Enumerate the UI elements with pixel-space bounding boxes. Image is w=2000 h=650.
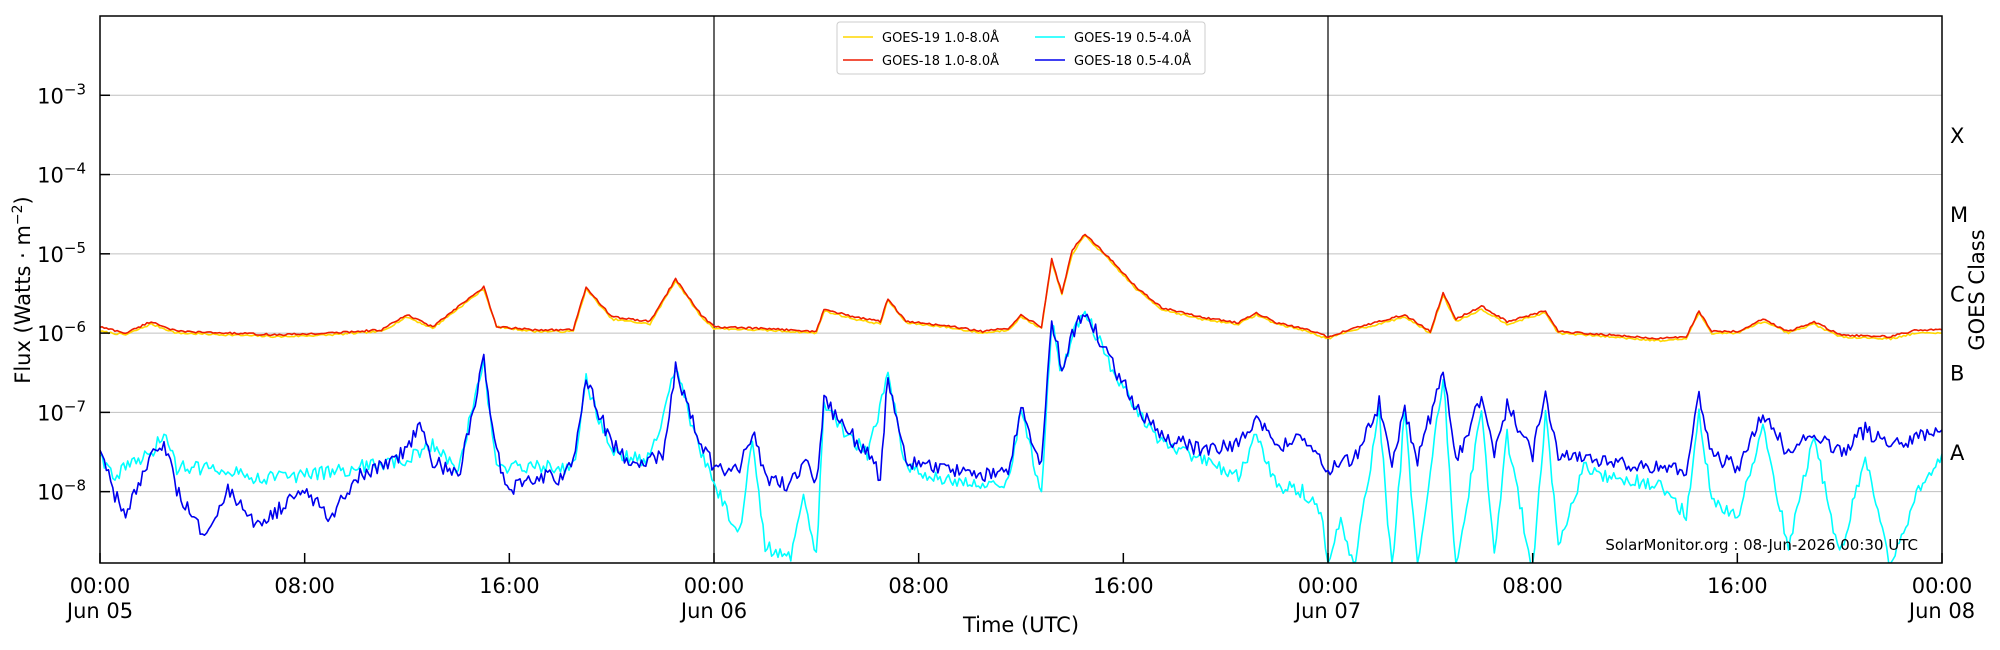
y-axis-ticks: 10−8 10−7 10−6 10−5 10−4 10−3 xyxy=(37,80,110,505)
x-tick-label: 00:00 xyxy=(1912,574,1973,598)
series-line xyxy=(100,310,1942,563)
y-axis-label-superscript: −2 xyxy=(10,204,26,225)
y-axis-label: Flux (Watts · m−2) xyxy=(10,196,35,384)
goes-class-label: C xyxy=(1950,282,1965,306)
y-tick-label: 10−5 xyxy=(37,239,86,267)
series-line xyxy=(100,233,1942,340)
legend-label: GOES-18 0.5-4.0Å xyxy=(1074,53,1191,69)
y-tick-label: 10−6 xyxy=(37,318,86,346)
legend-entry-goes18-short: GOES-18 0.5-4.0Å xyxy=(1035,53,1191,69)
data-series xyxy=(100,233,1942,563)
x-tick-date-label: Jun 06 xyxy=(679,599,747,623)
legend-label: GOES-18 1.0-8.0Å xyxy=(882,53,999,69)
y-tick-label: 10−8 xyxy=(37,477,86,505)
legend-entry-goes19-long: GOES-19 1.0-8.0Å xyxy=(843,30,999,46)
y-tick-label: 10−3 xyxy=(37,80,86,108)
legend-label: GOES-19 1.0-8.0Å xyxy=(882,30,999,46)
goes-class-label: X xyxy=(1950,124,1964,148)
x-tick-label: 00:00 xyxy=(1298,574,1359,598)
goes-class-label: A xyxy=(1950,441,1965,465)
legend: GOES-19 1.0-8.0Å GOES-18 1.0-8.0Å GOES-1… xyxy=(836,21,1206,75)
x-tick-label: 16:00 xyxy=(1093,574,1154,598)
series-line xyxy=(100,313,1942,536)
legend-entry-goes19-short: GOES-19 0.5-4.0Å xyxy=(1035,30,1191,46)
goes-class-label: M xyxy=(1950,203,1968,227)
x-tick-label: 00:00 xyxy=(70,574,131,598)
x-tick-date-label: Jun 08 xyxy=(1907,599,1975,623)
y-tick-label: 10−4 xyxy=(37,160,86,188)
right-axis-label: GOES Class xyxy=(1965,229,1989,350)
x-tick-label: 08:00 xyxy=(888,574,949,598)
y-tick-label: 10−7 xyxy=(37,397,86,425)
x-tick-date-label: Jun 05 xyxy=(65,599,133,623)
goes-class-labels: A B C M X xyxy=(1950,124,1968,465)
plot-frame xyxy=(99,15,1943,564)
series-line xyxy=(100,234,1942,343)
y-axis-label-close: ) xyxy=(11,196,35,204)
credit-text: SolarMonitor.org : 08-Jun-2026 00:30 UTC xyxy=(1605,536,1918,554)
legend-box xyxy=(836,21,1206,75)
x-tick-date-label: Jun 07 xyxy=(1293,599,1361,623)
legend-entry-goes18-long: GOES-18 1.0-8.0Å xyxy=(843,53,999,69)
x-tick-label: 08:00 xyxy=(1502,574,1563,598)
x-tick-label: 00:00 xyxy=(684,574,745,598)
y-axis-label-main: Flux (Watts · m xyxy=(11,225,35,384)
legend-label: GOES-19 0.5-4.0Å xyxy=(1074,30,1191,46)
x-tick-label: 08:00 xyxy=(274,574,335,598)
goes-class-label: B xyxy=(1950,362,1964,386)
x-tick-label: 16:00 xyxy=(1707,574,1768,598)
x-tick-label: 16:00 xyxy=(479,574,540,598)
x-axis-label: Time (UTC) xyxy=(962,613,1079,637)
